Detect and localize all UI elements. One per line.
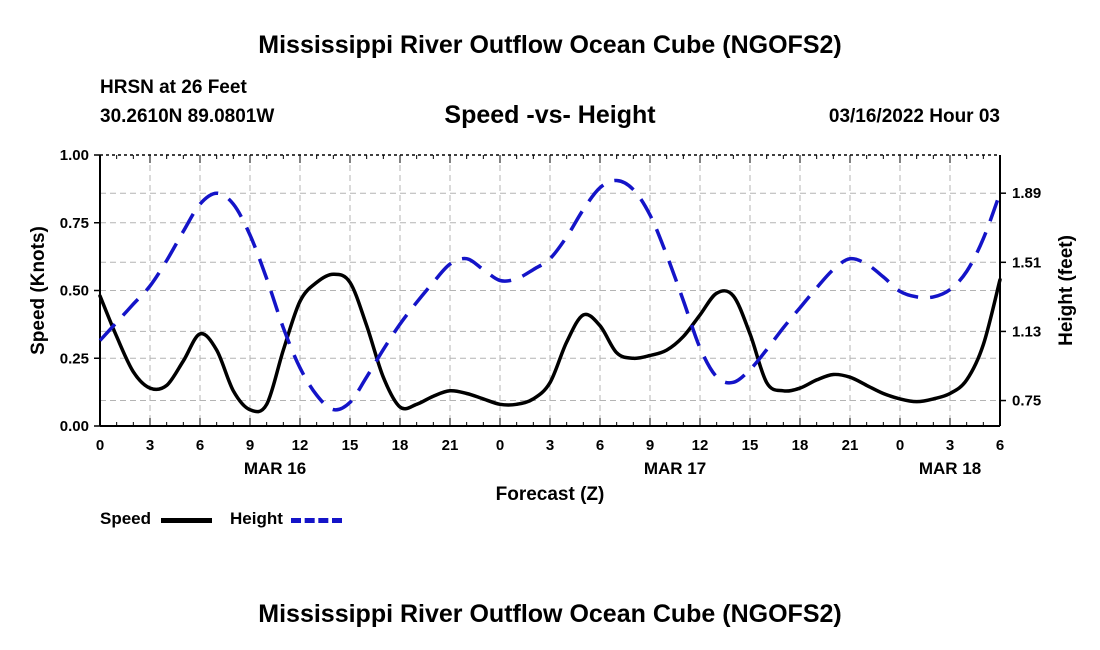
legend-speed-label: Speed (100, 509, 152, 528)
y2-tick-label: 1.89 (1012, 185, 1041, 202)
x-axis-title: Forecast (Z) (496, 484, 605, 505)
y-tick-label: 0.75 (60, 215, 89, 232)
page-title: Mississippi River Outflow Ocean Cube (NG… (258, 31, 842, 59)
y2-tick-label: 1.13 (1012, 323, 1041, 340)
x-tick-label: 3 (146, 437, 154, 454)
legend-height-label: Height (230, 509, 283, 528)
x-tick-label: 21 (442, 437, 459, 454)
date-label: MAR 16 (244, 459, 306, 478)
x-tick-label: 0 (496, 437, 504, 454)
station-label: HRSN at 26 Feet (100, 77, 247, 98)
y2-tick-label: 1.51 (1012, 254, 1041, 271)
legend-height-swatch (291, 518, 342, 523)
y-tick-label: 0.50 (60, 283, 89, 300)
chart-subtitle: Speed -vs- Height (444, 101, 656, 129)
x-tick-label: 15 (742, 437, 759, 454)
date-label: MAR 17 (644, 459, 706, 478)
x-tick-label: 0 (96, 437, 104, 454)
x-tick-label: 9 (646, 437, 654, 454)
x-tick-label: 3 (946, 437, 954, 454)
y-tick-label: 1.00 (60, 147, 89, 164)
x-tick-label: 6 (596, 437, 604, 454)
x-tick-label: 21 (842, 437, 859, 454)
y-tick-label: 0.25 (60, 350, 89, 367)
series-line-height (98, 178, 1002, 412)
x-tick-label: 9 (246, 437, 254, 454)
x-tick-label: 15 (342, 437, 359, 454)
x-tick-label: 6 (996, 437, 1004, 454)
x-tick-label: 18 (792, 437, 809, 454)
x-tick-label: 18 (392, 437, 409, 454)
y-tick-label: 0.00 (60, 418, 89, 435)
forecast-datetime: 03/16/2022 Hour 03 (828, 106, 1000, 127)
date-label: MAR 18 (919, 459, 981, 478)
footer-title: Mississippi River Outflow Ocean Cube (NG… (258, 600, 842, 628)
x-tick-label: 3 (546, 437, 554, 454)
y-axis-title: Speed (Knots) (28, 226, 49, 355)
series-line-speed (98, 272, 1002, 414)
x-tick-label: 12 (692, 437, 709, 454)
y2-axis-title: Height (feet) (1056, 235, 1077, 346)
station-coordinates: 30.2610N 89.0801W (100, 106, 275, 127)
x-tick-label: 12 (292, 437, 309, 454)
x-tick-label: 0 (896, 437, 904, 454)
x-tick-label: 6 (196, 437, 204, 454)
y2-tick-label: 0.75 (1012, 393, 1041, 410)
legend-speed-swatch (161, 518, 212, 523)
